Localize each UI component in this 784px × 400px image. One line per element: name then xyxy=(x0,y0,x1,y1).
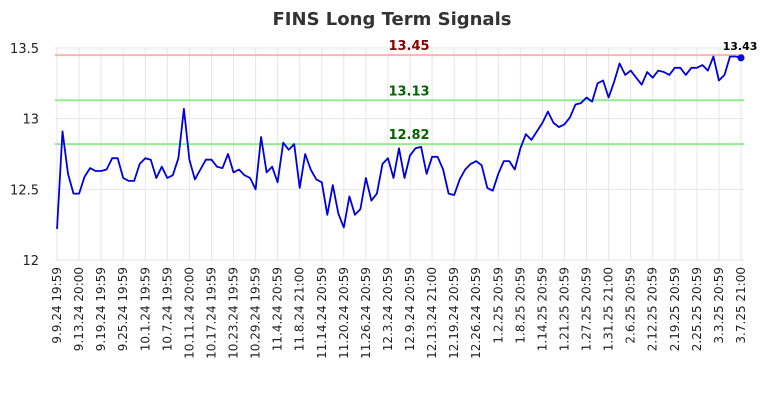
series-layer: 13.43 xyxy=(56,40,758,229)
x-tick-label: 3.3.25 20:59 xyxy=(712,267,726,344)
chart-title: FINS Long Term Signals xyxy=(273,9,512,30)
x-tick-label: 11.26.24 20:59 xyxy=(359,267,373,359)
x-tick-label: 10.29.24 19:59 xyxy=(249,267,263,359)
x-tick-label: 9.13.24 20:00 xyxy=(72,267,86,351)
series-line xyxy=(56,55,742,229)
x-tick-label: 1.2.25 20:59 xyxy=(491,267,505,344)
x-tick-label: 12.9.24 20:59 xyxy=(403,267,417,351)
x-tick-label: 2.25.25 20:59 xyxy=(690,267,704,351)
y-tick-label: 12.5 xyxy=(10,183,39,198)
x-tick-label: 10.7.24 19:59 xyxy=(160,267,174,351)
x-axis: 9.9.24 19:59 9.13.24 20:00 9.19.24 19:59 9.… xyxy=(50,267,748,359)
x-tick-label: 1.31.25 21:00 xyxy=(602,267,616,351)
signal-line-label: 13.13 xyxy=(388,84,429,99)
x-tick-label: 2.19.25 20:59 xyxy=(668,267,682,351)
y-tick-label: 12 xyxy=(22,254,39,269)
x-tick-label: 1.14.25 20:59 xyxy=(535,267,549,351)
y-tick-label: 13 xyxy=(22,113,39,128)
x-tick-label: 11.8.24 21:00 xyxy=(293,267,307,351)
x-tick-label: 12.26.24 20:59 xyxy=(469,267,483,359)
signal-line-label: 13.45 xyxy=(388,39,429,54)
y-axis: 12 12.5 13 13.5 xyxy=(10,42,39,269)
x-tick-label: 12.13.24 21:00 xyxy=(425,267,439,359)
x-tick-label: 12.19.24 20:59 xyxy=(447,267,461,359)
x-tick-label: 9.25.24 19:59 xyxy=(116,267,130,351)
x-tick-label: 2.12.25 20:59 xyxy=(646,267,660,351)
x-tick-label: 10.11.24 20:00 xyxy=(182,267,196,359)
last-point-marker xyxy=(737,54,745,62)
x-tick-label: 12.3.24 20:59 xyxy=(381,267,395,351)
x-tick-label: 2.6.25 20:59 xyxy=(624,267,638,344)
x-tick-label: 11.4.24 20:59 xyxy=(271,267,285,351)
grid-layer xyxy=(55,47,744,261)
x-tick-label: 11.20.24 20:59 xyxy=(337,267,351,359)
x-tick-label: 9.19.24 19:59 xyxy=(94,267,108,351)
last-point-label: 13.43 xyxy=(723,40,758,53)
signal-lines: 13.45 13.13 12.82 xyxy=(55,39,744,146)
x-tick-label: 1.27.25 20:59 xyxy=(580,267,594,351)
x-tick-label: 9.9.24 19:59 xyxy=(50,267,64,344)
x-tick-label: 1.8.25 20:59 xyxy=(513,267,527,344)
x-tick-label: 3.7.25 21:00 xyxy=(734,267,748,344)
x-tick-label: 10.1.24 19:59 xyxy=(138,267,152,351)
x-tick-label: 10.23.24 19:59 xyxy=(227,267,241,359)
x-tick-label: 11.14.24 20:59 xyxy=(315,267,329,359)
x-tick-label: 1.21.25 20:59 xyxy=(557,267,571,351)
y-tick-label: 13.5 xyxy=(10,42,39,57)
signal-line-label: 12.82 xyxy=(388,128,429,143)
x-tick-label: 10.17.24 19:59 xyxy=(204,267,218,359)
